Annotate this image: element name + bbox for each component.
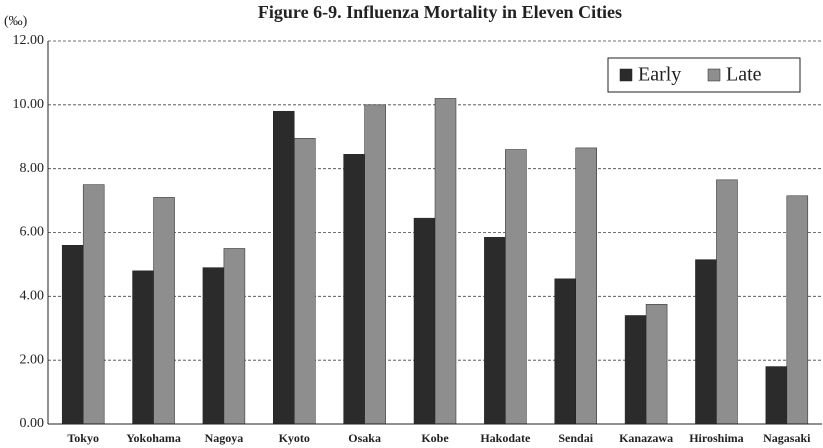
chart-title: Figure 6-9. Influenza Mortality in Eleve…	[258, 2, 622, 22]
y-axis-label: (‰)	[4, 14, 28, 29]
bar	[484, 237, 506, 425]
bar	[273, 110, 295, 425]
bar	[624, 315, 647, 425]
legend-box	[607, 57, 801, 93]
x-tick-label: Kobe	[421, 431, 449, 445]
bar	[153, 197, 175, 425]
bar	[716, 179, 738, 425]
bar	[413, 217, 436, 425]
legend-label: Early	[638, 64, 681, 86]
x-tick-label: Tokyo	[67, 431, 99, 445]
bar	[364, 104, 386, 425]
x-tick-label: Sendai	[558, 431, 593, 445]
bar	[223, 248, 246, 425]
bar	[695, 259, 717, 425]
legend-swatch	[707, 68, 721, 82]
y-tick-label: 8.00	[20, 161, 45, 176]
y-tick-label: 10.00	[13, 97, 45, 112]
y-tick-label: 12.00	[13, 33, 45, 48]
bar	[294, 138, 316, 425]
y-tick-label: 0.00	[20, 416, 45, 431]
y-tick-label: 6.00	[20, 225, 45, 240]
bar	[505, 149, 527, 425]
bar	[343, 154, 365, 425]
legend-swatch	[619, 68, 633, 82]
y-tick-label: 4.00	[20, 289, 45, 304]
bar	[61, 245, 84, 425]
legend-label: Late	[726, 64, 762, 86]
x-tick-label: Nagoya	[205, 431, 244, 445]
x-tick-label: Kanazawa	[619, 431, 673, 445]
x-tick-label: Hakodate	[480, 431, 531, 445]
x-tick-label: Nagasaki	[763, 431, 811, 445]
bar	[786, 195, 809, 425]
bar	[765, 366, 788, 425]
x-tick-label: Yokohama	[126, 431, 181, 445]
x-tick-label: Hiroshima	[689, 431, 743, 445]
bar	[554, 278, 576, 425]
bar	[82, 184, 105, 425]
bar	[132, 270, 154, 425]
bar	[202, 267, 225, 425]
y-tick-label: 2.00	[20, 352, 45, 367]
bar	[645, 304, 668, 425]
x-tick-label: Kyoto	[279, 431, 310, 445]
x-tick-label: Osaka	[348, 431, 381, 445]
bar	[434, 98, 457, 425]
bar	[575, 147, 597, 425]
